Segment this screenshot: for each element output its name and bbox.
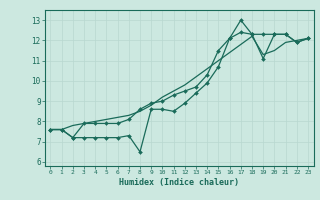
X-axis label: Humidex (Indice chaleur): Humidex (Indice chaleur) xyxy=(119,178,239,187)
